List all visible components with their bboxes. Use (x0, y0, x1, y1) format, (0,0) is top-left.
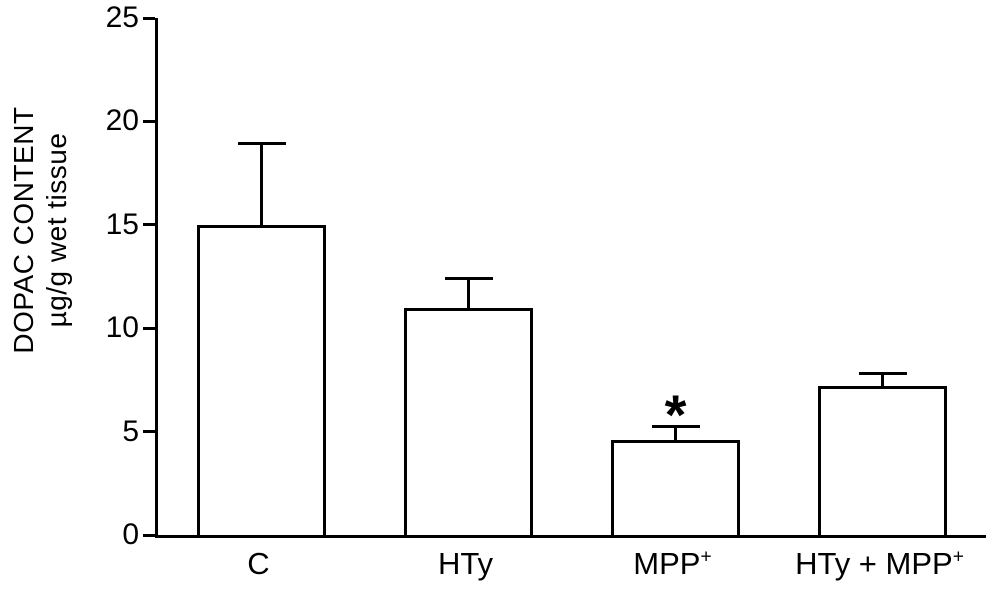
x-axis-tick-labels: C HTy MPP+ HTy + MPP+ (155, 538, 983, 593)
y-tick-mark (143, 223, 155, 227)
error-bar-cap (858, 371, 907, 375)
y-tick-mark (143, 430, 155, 434)
y-tick-label: 20 (105, 104, 139, 138)
y-tick-label: 0 (122, 518, 139, 551)
superscript-plus: + (952, 546, 964, 568)
error-bar-line (467, 276, 470, 308)
y-tick-label: 10 (105, 311, 139, 345)
y-tick-label: 15 (105, 207, 139, 241)
x-tick-label-text: MPP (633, 546, 701, 581)
x-tick-label-text: HTy (437, 546, 494, 581)
y-tick-mark (143, 533, 155, 537)
bar-slot (158, 18, 365, 535)
bar (197, 224, 326, 535)
x-tick-label-text: C (247, 546, 270, 581)
bar (818, 386, 947, 535)
y-tick-mark (143, 16, 155, 20)
y-tick-label: 5 (122, 414, 139, 448)
bar-slot (779, 18, 986, 535)
y-axis-title-line1: DOPAC CONTENT (8, 106, 39, 354)
x-tick-label: C (155, 546, 362, 582)
error-bar-cap (444, 276, 493, 280)
bar-slot (365, 18, 572, 535)
y-tick-mark (143, 326, 155, 330)
y-tick-mark (143, 119, 155, 123)
y-axis-tick-labels: 0 5 10 15 20 25 (85, 3, 139, 550)
superscript-plus: + (700, 546, 712, 568)
error-bar-line (260, 142, 263, 225)
x-tick-label: MPP+ (569, 546, 776, 582)
error-bar-line (881, 371, 884, 387)
significance-asterisk: * (664, 383, 687, 447)
error-bar-cap (237, 142, 286, 146)
error-bar-line (674, 425, 677, 440)
y-axis-title: DOPAC CONTENT µg/g wet tissue (7, 0, 73, 490)
y-tick-label: 25 (105, 1, 139, 34)
bar (404, 307, 533, 535)
x-tick-label: HTy + MPP+ (776, 546, 983, 582)
x-tick-label: HTy (362, 546, 569, 582)
y-axis-title-line2: µg/g wet tissue (41, 132, 72, 328)
error-bar-cap (651, 425, 700, 429)
plot-area: * (143, 16, 986, 538)
x-tick-label-text: HTy + MPP (795, 546, 953, 581)
bar (611, 439, 740, 535)
bar-slot: * (572, 18, 779, 535)
